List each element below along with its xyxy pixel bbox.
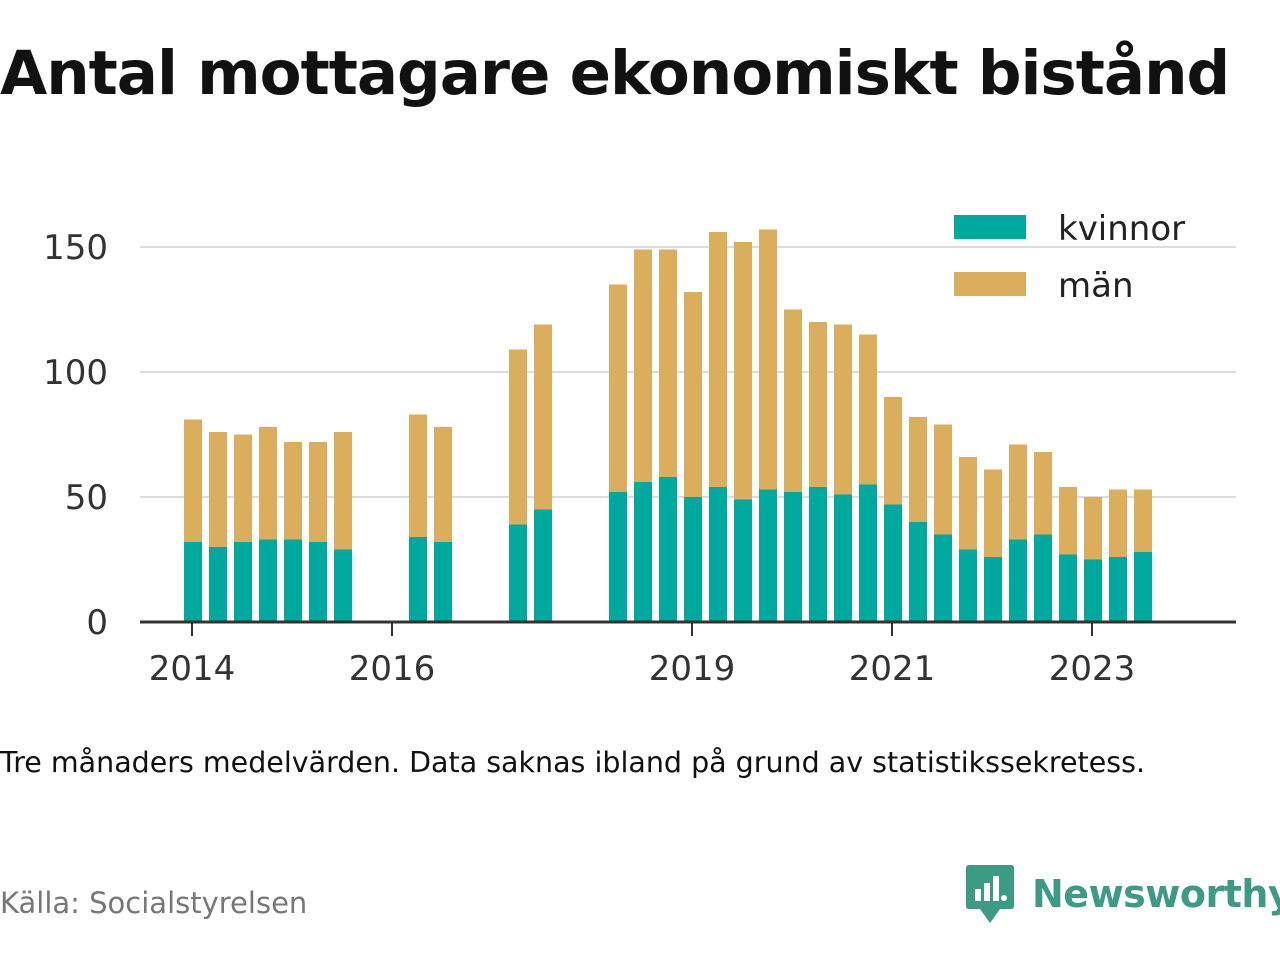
axes: 2014 2016 2019 2021 2023 <box>140 620 1236 689</box>
legend-swatch-kvinnor <box>954 215 1026 239</box>
bar-kvinnor <box>259 539 277 622</box>
bar-man <box>409 414 427 537</box>
bar-man <box>859 334 877 485</box>
bar-man <box>184 419 202 542</box>
bar-kvinnor <box>1059 554 1077 622</box>
newsworthy-chart-bubble-icon <box>966 865 1014 923</box>
bar-kvinnor <box>834 494 852 622</box>
bar-man <box>759 229 777 490</box>
y-tick-label: 50 <box>65 478 108 518</box>
bar-kvinnor <box>434 542 452 622</box>
bar-man <box>1009 444 1027 540</box>
bar-kvinnor <box>984 557 1002 622</box>
bar-man <box>534 324 552 510</box>
bar-kvinnor <box>1009 539 1027 622</box>
bar-kvinnor <box>884 504 902 622</box>
bar-man <box>259 427 277 540</box>
bar-man <box>509 349 527 525</box>
bar-man <box>934 424 952 535</box>
y-tick-label: 100 <box>43 353 108 393</box>
chart-title: Antal mottagare ekonomiskt bistånd <box>0 38 1230 109</box>
bar-kvinnor <box>609 492 627 622</box>
bar-man <box>284 442 302 540</box>
x-tick-label: 2014 <box>149 649 236 689</box>
bar-kvinnor <box>959 549 977 622</box>
bar-man <box>609 284 627 492</box>
bar-man <box>834 324 852 495</box>
bar-man <box>734 242 752 500</box>
bar-kvinnor <box>809 487 827 622</box>
bar-kvinnor <box>784 492 802 622</box>
bar-man <box>1134 489 1152 552</box>
bar-man <box>634 249 652 482</box>
bar-kvinnor <box>1109 557 1127 622</box>
legend-label-man: män <box>1058 266 1134 306</box>
source-credit: Källa: Socialstyrelsen <box>0 886 308 920</box>
bar-kvinnor <box>209 547 227 622</box>
bar-man <box>909 417 927 522</box>
bar-man <box>234 434 252 542</box>
legend-label-kvinnor: kvinnor <box>1058 209 1185 249</box>
bar-man <box>784 309 802 492</box>
bar-man <box>984 469 1002 557</box>
bar-kvinnor <box>334 549 352 622</box>
bar-man <box>1084 497 1102 560</box>
legend-swatch-man <box>954 272 1026 296</box>
bar-kvinnor <box>759 489 777 622</box>
x-tick-label: 2023 <box>1049 649 1136 689</box>
brand-name: Newsworthy <box>1032 872 1280 916</box>
brand-logo[interactable]: Newsworthy <box>964 862 1280 926</box>
bar-kvinnor <box>934 534 952 622</box>
bar-kvinnor <box>184 542 202 622</box>
bar-man <box>709 232 727 487</box>
bar-kvinnor <box>634 482 652 622</box>
bar-man <box>884 397 902 505</box>
bar-kvinnor <box>709 487 727 622</box>
bar-kvinnor <box>234 542 252 622</box>
bar-man <box>309 442 327 542</box>
bar-man <box>684 292 702 497</box>
bar-man <box>434 427 452 542</box>
bar-kvinnor <box>1134 552 1152 622</box>
bar-kvinnor <box>734 499 752 622</box>
bar-man <box>334 432 352 550</box>
bar-stacks <box>184 229 1152 622</box>
bar-man <box>1034 452 1052 535</box>
chart-note: Tre månaders medelvärden. Data saknas ib… <box>0 746 1146 779</box>
y-tick-label: 150 <box>43 228 108 268</box>
legend: kvinnor män <box>936 200 1210 306</box>
y-tick-label: 0 <box>86 603 108 643</box>
bar-man <box>959 457 977 550</box>
bar-kvinnor <box>684 497 702 622</box>
bar-kvinnor <box>534 509 552 622</box>
bar-kvinnor <box>1084 559 1102 622</box>
bar-kvinnor <box>509 524 527 622</box>
bar-chart: 0 50 100 150 2014 2016 2019 2021 2023 kvinnor m… <box>43 200 1236 689</box>
bar-kvinnor <box>1034 534 1052 622</box>
bar-man <box>1059 487 1077 555</box>
x-tick-label: 2016 <box>349 649 436 689</box>
bar-man <box>659 249 677 477</box>
x-tick-label: 2019 <box>649 649 736 689</box>
bar-kvinnor <box>409 537 427 622</box>
x-tick-label: 2021 <box>849 649 936 689</box>
bar-kvinnor <box>859 484 877 622</box>
bar-kvinnor <box>309 542 327 622</box>
bar-man <box>809 322 827 487</box>
bar-kvinnor <box>284 539 302 622</box>
bar-man <box>209 432 227 547</box>
bar-kvinnor <box>909 522 927 622</box>
bar-kvinnor <box>659 477 677 622</box>
bar-man <box>1109 489 1127 557</box>
